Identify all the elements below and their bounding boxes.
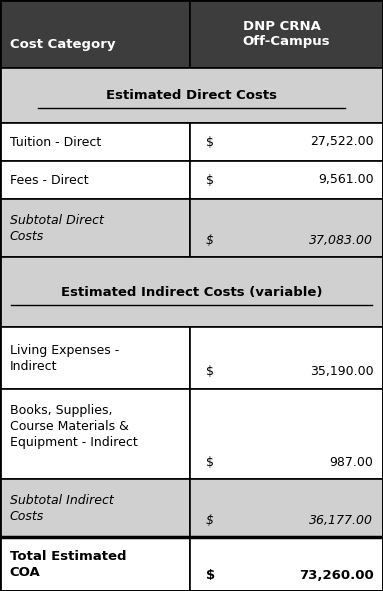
Bar bbox=[190, 161, 383, 199]
Bar bbox=[0, 389, 190, 479]
Bar bbox=[0, 161, 190, 199]
Text: 987.00: 987.00 bbox=[329, 456, 373, 469]
Text: 27,522.00: 27,522.00 bbox=[310, 135, 373, 148]
Text: $: $ bbox=[206, 569, 215, 582]
Bar bbox=[0, 257, 383, 327]
Text: $: $ bbox=[206, 514, 214, 527]
Bar bbox=[0, 123, 190, 161]
Bar bbox=[190, 0, 383, 68]
Bar bbox=[0, 537, 190, 591]
Bar bbox=[0, 0, 190, 68]
Text: Fees - Direct: Fees - Direct bbox=[10, 174, 88, 187]
Text: $: $ bbox=[206, 135, 214, 148]
Text: DNP CRNA
Off-Campus: DNP CRNA Off-Campus bbox=[243, 20, 331, 48]
Text: Estimated Direct Costs: Estimated Direct Costs bbox=[106, 89, 277, 102]
Bar bbox=[190, 389, 383, 479]
Bar bbox=[0, 68, 383, 123]
Bar bbox=[0, 199, 190, 257]
Text: Total Estimated
COA: Total Estimated COA bbox=[10, 550, 126, 579]
Text: 36,177.00: 36,177.00 bbox=[309, 514, 373, 527]
Text: Books, Supplies,
Course Materials &
Equipment - Indirect: Books, Supplies, Course Materials & Equi… bbox=[10, 404, 137, 449]
Bar bbox=[190, 199, 383, 257]
Text: Estimated Indirect Costs (variable): Estimated Indirect Costs (variable) bbox=[61, 285, 322, 298]
Text: Subtotal Direct
Costs: Subtotal Direct Costs bbox=[10, 213, 103, 242]
Text: $: $ bbox=[206, 365, 214, 378]
Bar bbox=[190, 479, 383, 537]
Text: $: $ bbox=[206, 456, 214, 469]
Text: 37,083.00: 37,083.00 bbox=[309, 234, 373, 247]
Bar bbox=[0, 479, 190, 537]
Text: 9,561.00: 9,561.00 bbox=[318, 174, 373, 187]
Bar bbox=[190, 327, 383, 389]
Text: Cost Category: Cost Category bbox=[10, 38, 115, 51]
Text: Living Expenses -
Indirect: Living Expenses - Indirect bbox=[10, 343, 119, 372]
Bar bbox=[190, 537, 383, 591]
Text: Tuition - Direct: Tuition - Direct bbox=[10, 135, 101, 148]
Text: Subtotal Indirect
Costs: Subtotal Indirect Costs bbox=[10, 493, 113, 522]
Bar bbox=[190, 123, 383, 161]
Bar bbox=[0, 327, 190, 389]
Text: $: $ bbox=[206, 174, 214, 187]
Text: 35,190.00: 35,190.00 bbox=[310, 365, 373, 378]
Text: 73,260.00: 73,260.00 bbox=[299, 569, 373, 582]
Text: $: $ bbox=[206, 234, 214, 247]
